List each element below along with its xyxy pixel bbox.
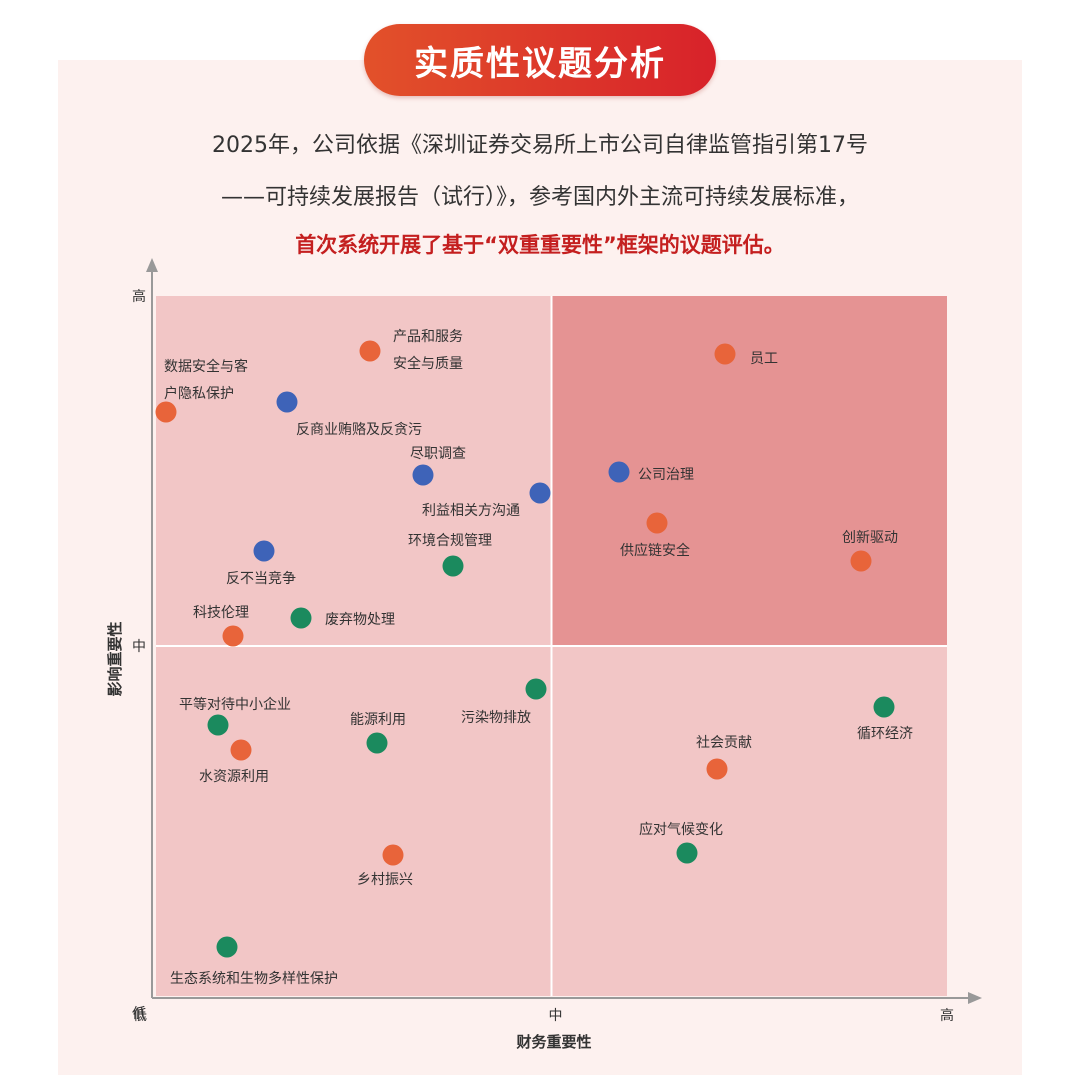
data-point bbox=[276, 391, 298, 413]
data-point-label-line: 公司治理 bbox=[638, 467, 694, 483]
page-title: 实质性议题分析 bbox=[364, 24, 716, 96]
data-point-label-line: 社会贡献 bbox=[696, 735, 752, 751]
data-point-label-line: 户隐私保护 bbox=[164, 385, 234, 402]
x-axis-label: 财务重要性 bbox=[516, 1033, 591, 1051]
data-point-label-line: 废弃物处理 bbox=[325, 612, 395, 628]
x-tick-label: 中 bbox=[549, 1008, 563, 1024]
data-point-label: 利益相关方沟通 bbox=[422, 503, 520, 519]
data-point-label-line: 安全与质量 bbox=[393, 355, 463, 372]
data-point bbox=[525, 678, 547, 700]
quadrants bbox=[156, 296, 947, 996]
data-point-label: 产品和服务安全与质量 bbox=[393, 329, 463, 372]
data-point bbox=[366, 732, 388, 754]
y-tick-label: 低 bbox=[132, 1006, 146, 1022]
data-point bbox=[646, 512, 668, 534]
y-tick-label: 高 bbox=[132, 288, 146, 305]
data-point bbox=[529, 482, 551, 504]
data-point-label: 污染物排放 bbox=[461, 710, 531, 726]
intro-line-1: 2025年，公司依据《深圳证券交易所上市公司自律监管指引第17号 bbox=[212, 133, 868, 158]
data-point bbox=[382, 844, 404, 866]
data-point-label: 科技伦理 bbox=[193, 605, 249, 621]
data-point bbox=[290, 607, 312, 629]
data-point-label: 数据安全与客户隐私保护 bbox=[164, 358, 248, 402]
x-axis-arrow bbox=[968, 992, 982, 1004]
data-point-label: 平等对待中小企业 bbox=[179, 696, 291, 713]
data-point-label: 员工 bbox=[750, 351, 778, 367]
data-point-label: 公司治理 bbox=[638, 467, 694, 483]
data-point bbox=[253, 540, 275, 562]
data-point-label-line: 平等对待中小企业 bbox=[179, 696, 291, 713]
data-point-label: 尽职调查 bbox=[410, 446, 466, 462]
data-point-label-line: 供应链安全 bbox=[620, 542, 690, 559]
data-point-label-line: 产品和服务 bbox=[393, 329, 463, 345]
data-point-label: 水资源利用 bbox=[199, 769, 269, 785]
data-point-label-line: 数据安全与客 bbox=[164, 358, 248, 375]
quadrant-bottom-left bbox=[156, 646, 552, 996]
data-point bbox=[706, 758, 728, 780]
quadrant-top-left bbox=[156, 296, 552, 646]
data-point bbox=[230, 739, 252, 761]
data-points: 产品和服务安全与质量数据安全与客户隐私保护反商业贿赂及反贪污尽职调查利益相关方沟… bbox=[155, 329, 913, 987]
data-point-label-line: 反商业贿赂及反贪污 bbox=[296, 422, 422, 438]
data-point-label-line: 员工 bbox=[750, 351, 778, 367]
x-tick-label: 低 bbox=[133, 1008, 147, 1024]
y-axis-label: 影响重要性 bbox=[106, 621, 124, 696]
data-point-label: 应对气候变化 bbox=[639, 821, 723, 838]
data-point bbox=[714, 343, 736, 365]
data-point-label-line: 科技伦理 bbox=[193, 605, 249, 621]
data-point-label: 废弃物处理 bbox=[325, 612, 395, 628]
data-point bbox=[207, 714, 229, 736]
data-point-label-line: 能源利用 bbox=[350, 712, 406, 728]
intro-line-3-highlight: 首次系统开展了基于“双重重要性”框架的议题评估。 bbox=[295, 233, 785, 257]
data-point bbox=[412, 464, 434, 486]
data-point bbox=[676, 842, 698, 864]
x-tick-label: 高 bbox=[940, 1007, 954, 1024]
data-point-label: 生态系统和生物多样性保护 bbox=[170, 970, 338, 987]
data-point-label-line: 尽职调查 bbox=[410, 446, 466, 462]
data-point-label: 乡村振兴 bbox=[357, 872, 413, 888]
data-point-label: 环境合规管理 bbox=[408, 533, 492, 549]
data-point-label-line: 污染物排放 bbox=[461, 710, 531, 726]
data-point-label-line: 环境合规管理 bbox=[408, 533, 492, 549]
data-point-label-line: 生态系统和生物多样性保护 bbox=[170, 970, 338, 987]
data-point bbox=[873, 696, 895, 718]
data-point-label-line: 创新驱动 bbox=[842, 530, 898, 546]
intro-line-2: ——可持续发展报告（试行）》，参考国内外主流可持续发展标准， bbox=[220, 185, 859, 210]
data-point bbox=[222, 625, 244, 647]
data-point-label-line: 水资源利用 bbox=[199, 769, 269, 785]
data-point-label: 反不当竞争 bbox=[226, 570, 296, 587]
data-point-label-line: 利益相关方沟通 bbox=[422, 503, 520, 519]
data-point-label: 创新驱动 bbox=[842, 530, 898, 546]
data-point-label-line: 循环经济 bbox=[857, 726, 913, 742]
data-point bbox=[155, 401, 177, 423]
axes: 低中高低中高财务重要性影响重要性 bbox=[106, 258, 982, 1051]
y-axis-arrow bbox=[146, 258, 158, 272]
data-point-label: 循环经济 bbox=[857, 726, 913, 742]
data-point bbox=[359, 340, 381, 362]
data-point-label-line: 反不当竞争 bbox=[226, 570, 296, 587]
data-point-label: 社会贡献 bbox=[696, 735, 752, 751]
data-point-label-line: 乡村振兴 bbox=[357, 872, 413, 888]
data-point-label: 反商业贿赂及反贪污 bbox=[296, 422, 422, 438]
y-tick-label: 中 bbox=[132, 639, 146, 655]
data-point bbox=[216, 936, 238, 958]
data-point-label: 供应链安全 bbox=[620, 542, 690, 559]
data-point bbox=[850, 550, 872, 572]
data-point-label: 能源利用 bbox=[350, 712, 406, 728]
data-point bbox=[608, 461, 630, 483]
data-point bbox=[442, 555, 464, 577]
data-point-label-line: 应对气候变化 bbox=[639, 821, 723, 838]
